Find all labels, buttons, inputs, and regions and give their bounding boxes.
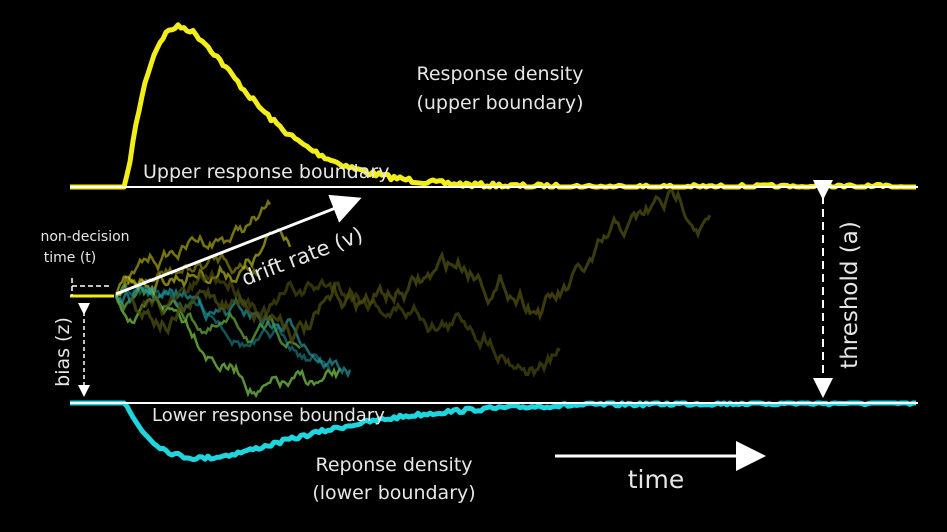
- upper-density-label-line2: (upper boundary): [416, 92, 583, 114]
- upper-density-label-line1: Response density: [417, 63, 584, 85]
- drift-rate-arrow: [115, 194, 362, 296]
- sample-path: [129, 188, 712, 347]
- sample-path: [115, 285, 332, 372]
- non-decision-label-line2: time (t): [44, 250, 97, 266]
- lower-density-label-line1: Reponse density: [315, 454, 472, 476]
- sample-path: [115, 198, 272, 297]
- non-decision-bracket: [71, 278, 112, 296]
- threshold-label: threshold (a): [837, 221, 863, 369]
- lower-boundary-label: Lower response boundary: [152, 405, 385, 426]
- sample-diffusion-paths: [114, 188, 712, 399]
- bias-label: bias (z): [52, 317, 74, 387]
- upper-boundary-label: Upper response boundary: [143, 161, 389, 183]
- time-axis-label: time: [628, 465, 684, 494]
- lower-density-label-line2: (lower boundary): [312, 482, 475, 504]
- lower-response-density-curve: [70, 400, 916, 463]
- sample-path: [138, 268, 561, 378]
- non-decision-label-line1: non-decision: [40, 229, 129, 245]
